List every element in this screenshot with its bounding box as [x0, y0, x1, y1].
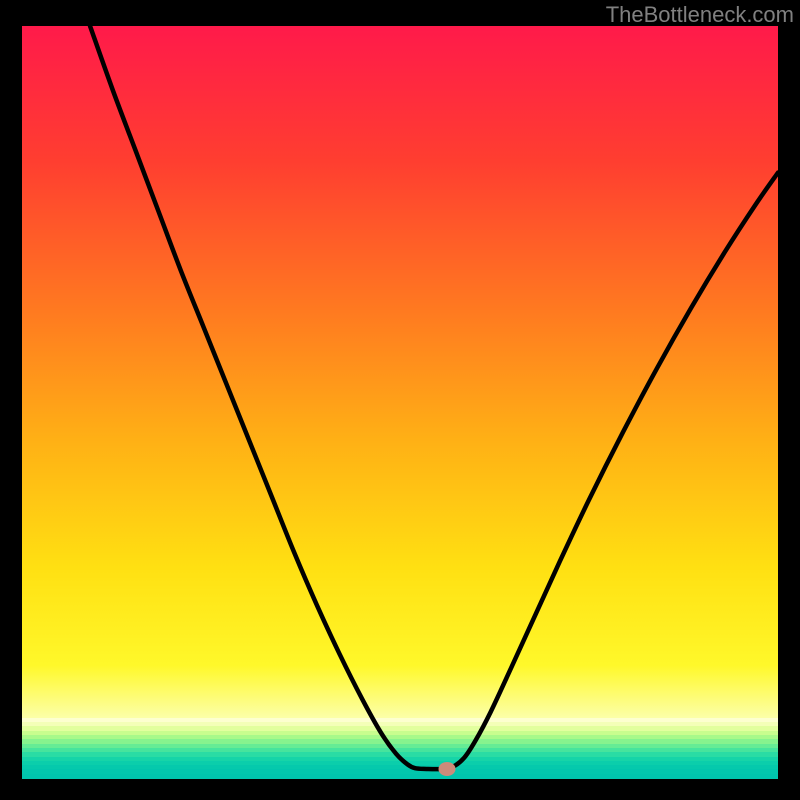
plot-area: [22, 26, 778, 778]
watermark-text: TheBottleneck.com: [606, 2, 794, 28]
curve-path: [90, 26, 778, 769]
bottleneck-curve: [22, 26, 778, 778]
optimal-point-marker: [438, 762, 455, 776]
chart-frame: TheBottleneck.com: [0, 0, 800, 800]
